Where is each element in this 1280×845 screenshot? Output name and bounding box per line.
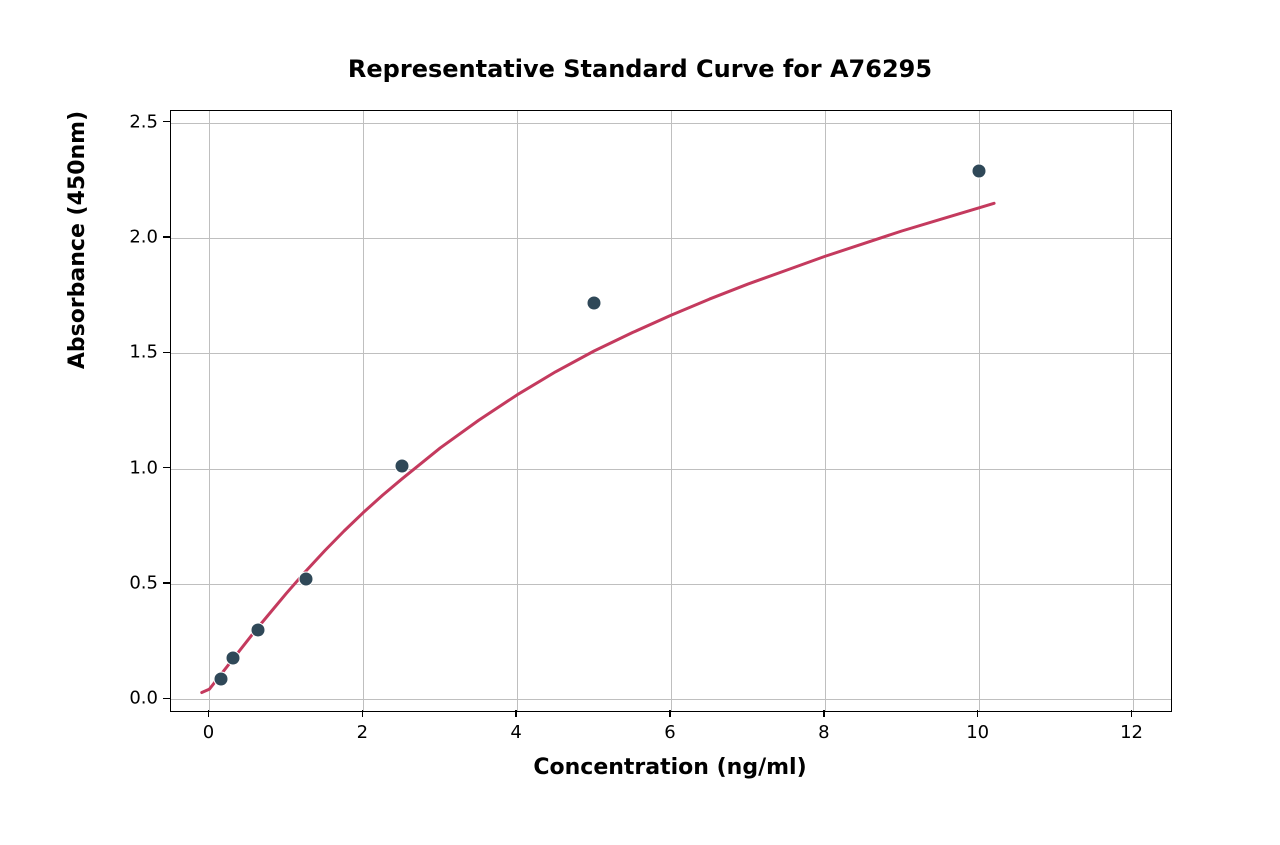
y-tick-mark: [163, 467, 170, 469]
y-tick-label: 2.0: [129, 226, 158, 247]
data-point: [394, 459, 409, 474]
chart-title: Representative Standard Curve for A76295: [0, 55, 1280, 83]
data-point: [298, 572, 313, 587]
x-tick-mark: [1131, 710, 1133, 717]
x-tick-label: 10: [966, 722, 989, 743]
x-tick-mark: [977, 710, 979, 717]
data-point: [214, 671, 229, 686]
x-tick-mark: [515, 710, 517, 717]
y-axis-label: Absorbance (450nm): [65, 0, 90, 540]
x-tick-mark: [669, 710, 671, 717]
data-point: [587, 295, 602, 310]
x-tick-label: 0: [203, 722, 214, 743]
x-tick-mark: [362, 710, 364, 717]
chart-container: Representative Standard Curve for A76295…: [0, 0, 1280, 845]
y-tick-label: 0.5: [129, 573, 158, 594]
data-point: [250, 623, 265, 638]
y-tick-label: 1.5: [129, 342, 158, 363]
x-axis-label: Concentration (ng/ml): [170, 755, 1170, 780]
y-tick-label: 2.5: [129, 111, 158, 132]
data-point: [971, 164, 986, 179]
x-tick-label: 8: [818, 722, 829, 743]
x-tick-label: 4: [510, 722, 521, 743]
y-tick-label: 0.0: [129, 688, 158, 709]
x-tick-mark: [208, 710, 210, 717]
fit-curve-path: [202, 203, 994, 692]
y-tick-mark: [163, 582, 170, 584]
x-tick-label: 6: [664, 722, 675, 743]
x-tick-mark: [823, 710, 825, 717]
x-tick-label: 2: [357, 722, 368, 743]
plot-area: [170, 110, 1172, 712]
y-tick-mark: [163, 236, 170, 238]
y-tick-mark: [163, 121, 170, 123]
data-point: [226, 650, 241, 665]
y-tick-mark: [163, 352, 170, 354]
y-tick-mark: [163, 698, 170, 700]
fit-curve-svg: [171, 111, 1171, 711]
y-tick-label: 1.0: [129, 457, 158, 478]
x-tick-label: 12: [1120, 722, 1143, 743]
